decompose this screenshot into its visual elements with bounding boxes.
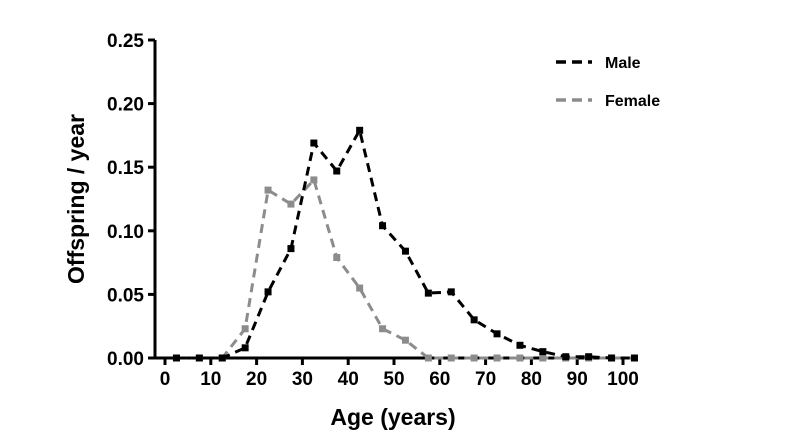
legend-item-female: Female bbox=[556, 93, 660, 110]
data-point-male bbox=[470, 316, 478, 324]
data-point-female bbox=[287, 200, 295, 208]
data-point-female bbox=[401, 336, 409, 344]
x-tick-label: 50 bbox=[383, 369, 404, 390]
data-point-female bbox=[539, 354, 547, 362]
data-point-male bbox=[356, 126, 364, 134]
data-point-female bbox=[264, 186, 272, 194]
data-point-female bbox=[333, 254, 341, 262]
x-tick-label: 30 bbox=[292, 369, 313, 390]
legend-label-female: Female bbox=[605, 93, 660, 110]
data-point-male bbox=[379, 222, 387, 230]
y-tick-label: 0.05 bbox=[107, 285, 144, 306]
series-layer bbox=[172, 126, 638, 362]
x-tick-label: 60 bbox=[429, 369, 450, 390]
y-tick-label: 0.15 bbox=[107, 158, 144, 179]
data-point-female bbox=[379, 325, 387, 333]
data-point-male bbox=[447, 288, 455, 296]
data-point-male bbox=[241, 344, 249, 352]
series-male bbox=[172, 126, 638, 362]
data-point-female bbox=[356, 284, 364, 292]
data-point-female bbox=[310, 176, 318, 184]
data-point-male bbox=[539, 348, 547, 356]
data-point-male bbox=[493, 330, 501, 338]
data-point-male bbox=[516, 341, 524, 349]
data-point-male bbox=[630, 354, 638, 362]
y-axis-title: Offspring / year bbox=[63, 114, 89, 284]
data-point-female bbox=[424, 354, 432, 362]
data-point-female bbox=[447, 354, 455, 362]
x-tick-label: 10 bbox=[200, 369, 221, 390]
series-line-female bbox=[176, 178, 635, 360]
data-point-female bbox=[241, 325, 249, 333]
data-point-male bbox=[172, 354, 180, 362]
x-tick-label: 40 bbox=[338, 369, 359, 390]
data-point-male bbox=[562, 353, 570, 361]
legend-item-male: Male bbox=[556, 55, 641, 72]
axes: 0.00 0.05 0.10 0.15 0.20 0.25 0 10 20 30 40 50 60 70 8… bbox=[107, 31, 639, 390]
series-female bbox=[172, 176, 638, 362]
data-point-male bbox=[218, 354, 226, 362]
data-point-female bbox=[470, 354, 478, 362]
legend: Male Female bbox=[556, 55, 660, 110]
x-tick-label: 70 bbox=[475, 369, 496, 390]
series-line-male bbox=[176, 128, 635, 360]
x-tick-label: 90 bbox=[567, 369, 588, 390]
data-point-male bbox=[264, 288, 272, 296]
x-tick-label: 0 bbox=[160, 369, 171, 390]
data-point-female bbox=[516, 354, 524, 362]
data-point-female bbox=[493, 354, 501, 362]
x-tick-label: 20 bbox=[246, 369, 267, 390]
data-point-male bbox=[195, 354, 203, 362]
data-point-male bbox=[287, 245, 295, 253]
y-tick-label: 0.20 bbox=[107, 95, 144, 116]
data-point-male bbox=[333, 167, 341, 175]
x-tick-label: 80 bbox=[521, 369, 542, 390]
y-tick-label: 0.10 bbox=[107, 222, 144, 243]
data-point-male bbox=[424, 289, 432, 297]
y-tick-label: 0.00 bbox=[107, 349, 144, 370]
x-axis-title: Age (years) bbox=[330, 404, 455, 430]
data-point-male bbox=[608, 354, 616, 362]
data-point-male bbox=[310, 139, 318, 147]
data-point-male bbox=[585, 353, 593, 361]
x-tick-label: 100 bbox=[607, 369, 639, 390]
y-tick-label: 0.25 bbox=[107, 31, 144, 52]
data-point-male bbox=[401, 247, 409, 255]
legend-label-male: Male bbox=[605, 55, 641, 72]
